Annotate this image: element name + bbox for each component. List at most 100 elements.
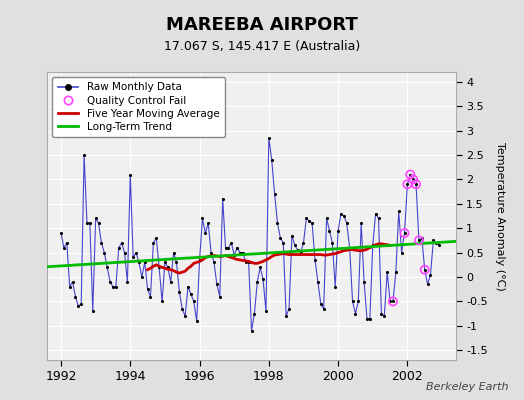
Text: Berkeley Earth: Berkeley Earth bbox=[426, 382, 508, 392]
Point bbox=[62, 240, 71, 246]
Point bbox=[282, 313, 290, 319]
Point bbox=[169, 250, 178, 256]
Point bbox=[117, 240, 126, 246]
Point bbox=[372, 210, 380, 217]
Point bbox=[155, 264, 163, 270]
Point bbox=[242, 259, 250, 266]
Point bbox=[97, 240, 106, 246]
Point bbox=[274, 220, 282, 226]
Point bbox=[337, 210, 345, 217]
Point bbox=[74, 303, 82, 310]
Point bbox=[238, 250, 247, 256]
Point bbox=[268, 157, 276, 163]
Point bbox=[178, 306, 187, 312]
Point bbox=[270, 191, 279, 197]
Point bbox=[94, 220, 103, 226]
Point bbox=[256, 264, 265, 270]
Point bbox=[412, 181, 420, 188]
Point bbox=[195, 257, 204, 263]
Point bbox=[227, 240, 235, 246]
Point bbox=[386, 298, 394, 305]
Point bbox=[161, 259, 169, 266]
Point bbox=[163, 264, 172, 270]
Y-axis label: Temperature Anomaly (°C): Temperature Anomaly (°C) bbox=[495, 142, 505, 290]
Point bbox=[190, 298, 198, 305]
Point bbox=[129, 254, 137, 261]
Point bbox=[423, 281, 432, 288]
Point bbox=[77, 301, 85, 307]
Text: MAREEBA AIRPORT: MAREEBA AIRPORT bbox=[166, 16, 358, 34]
Legend: Raw Monthly Data, Quality Control Fail, Five Year Moving Average, Long-Term Tren: Raw Monthly Data, Quality Control Fail, … bbox=[52, 77, 225, 137]
Point bbox=[322, 215, 331, 222]
Point bbox=[351, 310, 359, 317]
Point bbox=[429, 237, 438, 244]
Point bbox=[363, 315, 371, 322]
Point bbox=[115, 244, 123, 251]
Point bbox=[86, 220, 94, 226]
Point bbox=[421, 266, 429, 273]
Point bbox=[432, 240, 441, 246]
Point bbox=[366, 315, 374, 322]
Point bbox=[184, 284, 192, 290]
Point bbox=[245, 259, 253, 266]
Point bbox=[331, 284, 340, 290]
Point bbox=[360, 279, 368, 285]
Point bbox=[418, 235, 426, 241]
Point bbox=[400, 230, 409, 236]
Point bbox=[397, 250, 406, 256]
Point bbox=[144, 286, 152, 292]
Point bbox=[403, 181, 411, 188]
Point bbox=[299, 240, 308, 246]
Point bbox=[391, 269, 400, 275]
Point bbox=[167, 279, 175, 285]
Point bbox=[305, 218, 313, 224]
Point bbox=[247, 328, 256, 334]
Point bbox=[224, 244, 233, 251]
Point bbox=[60, 244, 68, 251]
Point bbox=[302, 215, 311, 222]
Point bbox=[250, 310, 258, 317]
Point bbox=[152, 235, 160, 241]
Point bbox=[293, 247, 302, 253]
Point bbox=[395, 208, 403, 214]
Point bbox=[328, 240, 336, 246]
Point bbox=[343, 220, 351, 226]
Point bbox=[92, 215, 100, 222]
Point bbox=[389, 298, 397, 305]
Point bbox=[66, 284, 74, 290]
Point bbox=[198, 215, 206, 222]
Point bbox=[233, 244, 241, 251]
Point bbox=[325, 228, 334, 234]
Point bbox=[109, 284, 117, 290]
Point bbox=[383, 269, 391, 275]
Point bbox=[340, 213, 348, 219]
Point bbox=[253, 279, 261, 285]
Point bbox=[181, 313, 189, 319]
Point bbox=[368, 242, 377, 248]
Point bbox=[320, 306, 328, 312]
Point bbox=[89, 308, 97, 314]
Point bbox=[192, 318, 201, 324]
Point bbox=[123, 279, 132, 285]
Point bbox=[311, 257, 319, 263]
Point bbox=[377, 310, 386, 317]
Point bbox=[316, 301, 325, 307]
Point bbox=[138, 274, 146, 280]
Point bbox=[288, 232, 296, 239]
Point bbox=[354, 298, 363, 305]
Point bbox=[427, 271, 435, 278]
Point bbox=[215, 293, 224, 300]
Point bbox=[158, 298, 166, 305]
Point bbox=[187, 291, 195, 297]
Point bbox=[357, 220, 365, 226]
Point bbox=[100, 250, 108, 256]
Point bbox=[204, 220, 212, 226]
Point bbox=[132, 250, 140, 256]
Point bbox=[230, 252, 238, 258]
Point bbox=[265, 135, 273, 141]
Point bbox=[380, 313, 388, 319]
Point bbox=[140, 259, 149, 266]
Point bbox=[112, 284, 120, 290]
Point bbox=[126, 171, 135, 178]
Point bbox=[414, 237, 423, 244]
